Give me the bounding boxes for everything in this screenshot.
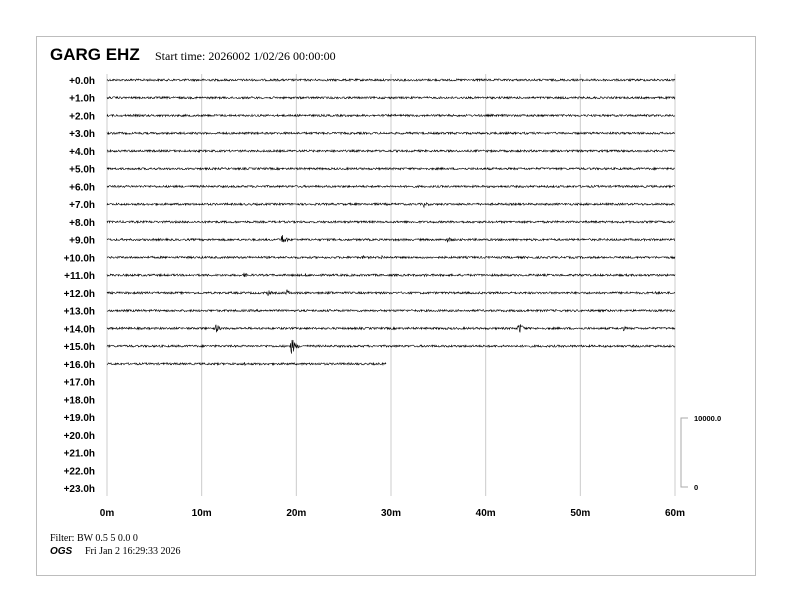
amplitude-scale-bar	[680, 417, 688, 488]
row-label: +3.0h	[69, 129, 95, 140]
x-tick-label: 30m	[381, 508, 401, 519]
x-tick-label: 40m	[476, 508, 496, 519]
seismic-trace-row-6	[106, 184, 676, 189]
row-label: +2.0h	[69, 111, 95, 122]
row-label: +9.0h	[69, 236, 95, 247]
seismic-trace-row-0	[106, 77, 676, 83]
row-label: +22.0h	[64, 466, 95, 477]
row-label: +8.0h	[69, 218, 95, 229]
row-label: +23.0h	[64, 484, 95, 495]
row-label: +1.0h	[69, 94, 95, 105]
station-title: GARG EHZ	[50, 45, 140, 64]
x-tick-label: 0m	[100, 508, 115, 519]
seismic-trace-row-7	[106, 201, 676, 209]
seismic-trace-row-8	[106, 219, 676, 225]
row-label: +17.0h	[64, 378, 95, 389]
seismic-trace-row-13	[106, 308, 676, 313]
row-label: +10.0h	[64, 253, 95, 264]
row-label: +21.0h	[64, 449, 95, 460]
row-label: +20.0h	[64, 431, 95, 442]
row-label: +6.0h	[69, 182, 95, 193]
seismic-trace-row-15	[106, 339, 676, 354]
seismic-trace-row-10	[106, 254, 676, 260]
x-tick-label: 10m	[192, 508, 212, 519]
seismic-trace-row-16	[106, 361, 387, 367]
seismic-trace-row-14	[106, 324, 676, 333]
row-label: +0.0h	[69, 76, 95, 87]
org-logo-text: OGS	[50, 546, 73, 557]
row-label: +7.0h	[69, 200, 95, 211]
row-label: +13.0h	[64, 307, 95, 318]
scale-top-label: 10000.0	[694, 414, 721, 423]
seismic-trace-row-2	[106, 113, 676, 118]
seismic-trace-row-12	[106, 289, 676, 297]
filter-info: Filter: BW 0.5 5 0.0 0	[50, 533, 138, 544]
seismic-trace-row-4	[106, 148, 676, 154]
seismic-trace-row-3	[106, 131, 676, 136]
plot-frame	[36, 36, 756, 576]
row-label: +14.0h	[64, 324, 95, 335]
plot-timestamp: Fri Jan 2 16:29:33 2026	[85, 546, 181, 557]
seismic-trace-row-9	[106, 235, 676, 243]
row-label: +18.0h	[64, 395, 95, 406]
x-tick-label: 50m	[570, 508, 590, 519]
row-label: +5.0h	[69, 165, 95, 176]
row-label: +12.0h	[64, 289, 95, 300]
seismic-trace-row-11	[106, 272, 676, 278]
row-label: +11.0h	[64, 271, 95, 282]
start-time: Start time: 2026002 1/02/26 00:00:00	[155, 49, 336, 63]
row-label: +15.0h	[64, 342, 95, 353]
row-label: +16.0h	[64, 360, 95, 371]
row-label: +19.0h	[64, 413, 95, 424]
seismic-trace-row-5	[106, 166, 675, 171]
seismic-trace-row-1	[106, 95, 676, 100]
scale-bottom-label: 0	[694, 483, 698, 492]
row-label: +4.0h	[69, 147, 95, 158]
x-tick-label: 60m	[665, 508, 685, 519]
x-tick-label: 20m	[286, 508, 306, 519]
